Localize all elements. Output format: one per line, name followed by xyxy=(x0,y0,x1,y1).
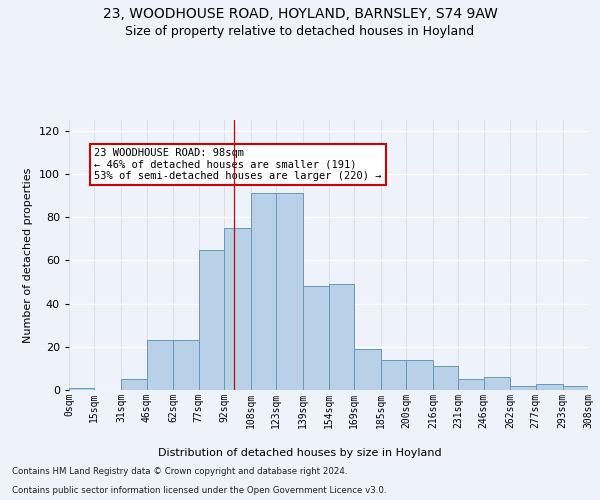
Y-axis label: Number of detached properties: Number of detached properties xyxy=(23,168,33,342)
Text: Size of property relative to detached houses in Hoyland: Size of property relative to detached ho… xyxy=(125,25,475,38)
Text: Contains public sector information licensed under the Open Government Licence v3: Contains public sector information licen… xyxy=(12,486,386,495)
Bar xyxy=(536,384,563,390)
Bar xyxy=(251,194,276,390)
Bar xyxy=(458,379,484,390)
Bar xyxy=(563,386,588,390)
Text: 23 WOODHOUSE ROAD: 98sqm
← 46% of detached houses are smaller (191)
53% of semi-: 23 WOODHOUSE ROAD: 98sqm ← 46% of detach… xyxy=(94,148,382,182)
Bar xyxy=(199,250,224,390)
Bar xyxy=(121,379,146,390)
Bar xyxy=(511,386,536,390)
Bar xyxy=(224,228,251,390)
Bar xyxy=(329,284,354,390)
Bar xyxy=(69,388,94,390)
Text: Contains HM Land Registry data © Crown copyright and database right 2024.: Contains HM Land Registry data © Crown c… xyxy=(12,467,347,476)
Bar xyxy=(146,340,173,390)
Bar xyxy=(276,194,303,390)
Bar xyxy=(381,360,406,390)
Bar xyxy=(433,366,458,390)
Bar xyxy=(303,286,329,390)
Bar xyxy=(173,340,199,390)
Text: Distribution of detached houses by size in Hoyland: Distribution of detached houses by size … xyxy=(158,448,442,458)
Bar xyxy=(406,360,433,390)
Bar xyxy=(354,349,381,390)
Text: 23, WOODHOUSE ROAD, HOYLAND, BARNSLEY, S74 9AW: 23, WOODHOUSE ROAD, HOYLAND, BARNSLEY, S… xyxy=(103,8,497,22)
Bar xyxy=(484,377,511,390)
